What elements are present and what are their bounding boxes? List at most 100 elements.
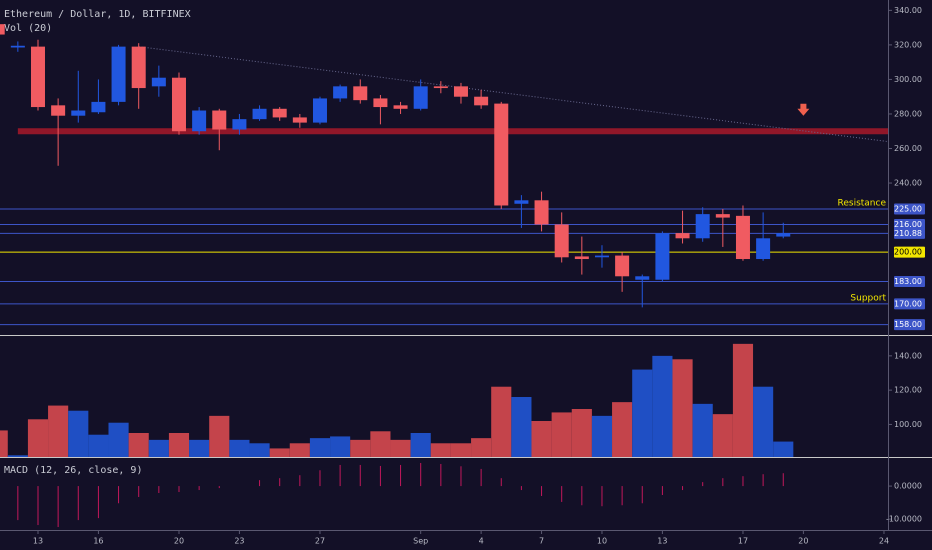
volume-bar: [309, 438, 331, 457]
volume-bar: [68, 410, 89, 457]
volume-bar: [7, 455, 28, 457]
x-tick-label: 27: [315, 537, 325, 546]
volume-bar: [48, 405, 69, 457]
candle-body: [232, 119, 247, 130]
arrow-marker: [797, 103, 810, 116]
volume-bar: [511, 397, 532, 457]
candle-body: [675, 233, 690, 239]
candle-body: [292, 117, 307, 123]
candle-body: [131, 46, 146, 89]
x-tick-label: 20: [798, 537, 808, 546]
candle-body: [433, 86, 448, 89]
y-tick-label: -10.0000: [886, 515, 922, 524]
candle-body: [71, 110, 86, 116]
volume-bar: [712, 414, 733, 457]
volume-bar: [692, 403, 713, 457]
level-tag: [894, 218, 925, 230]
x-tick-label: 20: [174, 537, 184, 546]
level-tag-label: 200.00: [894, 248, 922, 257]
candle-body: [655, 233, 670, 280]
candle-body: [212, 110, 227, 130]
candle-body: [192, 110, 207, 132]
volume-bar: [571, 409, 592, 457]
level-tag-label: 183.00: [894, 277, 922, 286]
candle-body: [91, 101, 106, 113]
candle-body: [413, 86, 428, 109]
y-tick-label: 0.0000: [894, 482, 922, 491]
volume-bar: [632, 369, 653, 457]
candle-body: [171, 77, 186, 132]
volume-bar: [390, 439, 411, 457]
x-tick-label: 24: [879, 537, 889, 546]
candle-body: [393, 105, 408, 109]
volume-bar: [148, 439, 169, 457]
volume-bar: [269, 448, 290, 457]
candle-body: [534, 200, 549, 225]
y-tick-label: 140.00: [894, 351, 922, 360]
candle-body: [574, 256, 589, 260]
x-tick-label: 16: [93, 537, 103, 546]
volume-bar: [189, 439, 210, 457]
volume-bar: [410, 433, 431, 457]
candle-body: [312, 98, 327, 123]
level-tag: [894, 203, 925, 215]
volume-bar: [0, 430, 8, 457]
y-tick-label: 100.00: [894, 420, 922, 429]
candle-body: [554, 224, 569, 258]
x-tick-label: 13: [657, 537, 667, 546]
x-tick-label: 17: [738, 537, 748, 546]
y-tick-label: 120.00: [894, 386, 922, 395]
candle-body: [453, 86, 468, 97]
level-tag-label: 158.00: [894, 320, 922, 329]
volume-bar: [289, 443, 310, 457]
volume-bar: [753, 386, 774, 457]
candle-body: [756, 238, 771, 260]
volume-bar: [612, 402, 633, 457]
candle-body: [594, 255, 609, 258]
y-tick-label: 320.00: [894, 40, 922, 49]
volume-title: Vol (20): [4, 23, 52, 34]
y-tick-label: 240.00: [894, 179, 922, 188]
level-annotation: Resistance: [838, 198, 887, 208]
level-annotation: Support: [850, 293, 886, 303]
level-tag-label: 170.00: [894, 299, 922, 308]
level-tag-label: 225.00: [894, 204, 922, 213]
volume-bar: [128, 433, 149, 457]
volume-bar: [672, 359, 693, 457]
candle-body: [272, 108, 287, 118]
volume-bar: [430, 443, 451, 457]
volume-bar: [370, 431, 391, 457]
candle-body: [615, 255, 630, 277]
candle-body: [373, 98, 388, 108]
level-tag-label: 216.00: [894, 220, 922, 229]
candle-body: [333, 86, 348, 99]
x-tick-label: 7: [539, 537, 544, 546]
volume-bar: [88, 434, 109, 457]
volume-bar: [531, 421, 552, 457]
volume-bar: [330, 436, 351, 457]
volume-bar: [591, 415, 613, 457]
volume-bar: [249, 443, 270, 457]
volume-bar: [350, 439, 371, 457]
candle-body: [514, 200, 529, 204]
candle-body: [252, 108, 267, 120]
x-tick-label: 23: [234, 537, 244, 546]
y-tick-label: 340.00: [894, 6, 922, 15]
level-tag: [894, 319, 925, 331]
candle-body: [635, 276, 650, 280]
candle-body: [353, 86, 368, 101]
volume-bar: [732, 343, 754, 457]
candle-body: [151, 77, 166, 87]
candle-body: [10, 45, 25, 48]
volume-bar: [168, 433, 190, 457]
x-tick-label: 13: [33, 537, 43, 546]
candle-body: [494, 103, 509, 206]
level-tag: [894, 227, 925, 239]
level-tag: [894, 298, 925, 310]
candle-body: [735, 215, 750, 260]
volume-bar: [491, 386, 512, 457]
volume-bar: [551, 412, 572, 457]
level-tag: [894, 246, 925, 258]
volume-bar: [229, 439, 250, 457]
